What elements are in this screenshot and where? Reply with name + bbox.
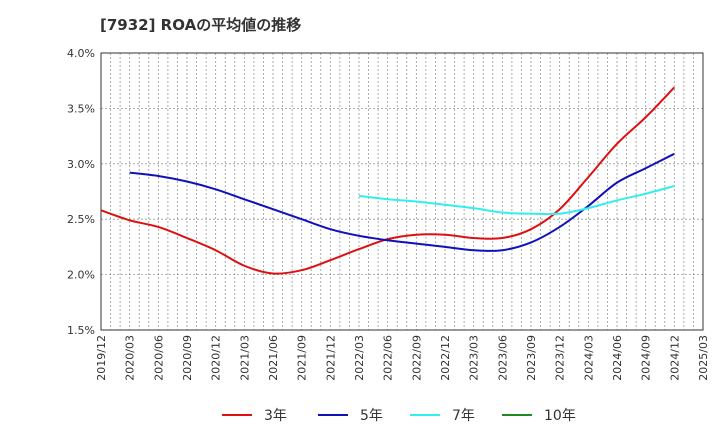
x-tick-label: 2019/12 <box>95 335 108 381</box>
y-tick-label: 2.5% <box>67 213 95 226</box>
x-tick-label: 2022/12 <box>439 335 452 381</box>
x-tick-label: 2022/09 <box>410 335 423 381</box>
x-tick-label: 2023/03 <box>468 335 481 381</box>
x-tick-label: 2020/09 <box>181 335 194 381</box>
x-tick-label: 2021/09 <box>296 335 309 381</box>
x-tick-label: 2023/09 <box>525 335 538 381</box>
x-tick-label: 2024/03 <box>582 335 595 381</box>
x-tick-label: 2021/03 <box>238 335 251 381</box>
x-tick-label: 2024/06 <box>611 335 624 381</box>
legend: 3年 5年 7年 10年 <box>222 408 576 424</box>
series-line-3 <box>358 184 675 216</box>
x-tick-label: 2022/03 <box>353 335 366 381</box>
series-line-1 <box>100 86 676 275</box>
x-tick-label: 2021/12 <box>324 335 337 381</box>
y-tick-label: 4.0% <box>67 47 95 60</box>
y-tick-label: 3.0% <box>67 158 95 171</box>
x-tick-label: 2024/12 <box>668 335 681 381</box>
legend-label: 10年 <box>544 408 576 424</box>
y-tick-label: 2.0% <box>67 269 95 282</box>
plot-border <box>100 52 704 331</box>
x-tick-label: 2020/03 <box>124 335 137 381</box>
plot-area <box>101 53 703 330</box>
x-tick-label: 2020/06 <box>152 335 165 381</box>
grid <box>101 52 703 331</box>
x-tick-label: 2025/03 <box>697 335 710 381</box>
y-tick-label: 3.5% <box>67 102 95 115</box>
legend-label: 3年 <box>264 408 287 424</box>
x-tick-label: 2024/09 <box>640 335 653 381</box>
x-tick-label: 2023/06 <box>496 335 509 381</box>
x-tick-label: 2023/12 <box>554 335 567 381</box>
legend-label: 7年 <box>452 408 475 424</box>
legend-label: 5年 <box>360 408 383 424</box>
x-tick-label: 2022/06 <box>382 335 395 381</box>
x-tick-label: 2021/06 <box>267 335 280 381</box>
axes: 1.5% 2.0% 2.5% 3.0% 3.5% 4.0% 2019/12 2020/03 20… <box>67 47 710 381</box>
series-lines <box>100 86 676 275</box>
x-tick-label: 2020/12 <box>210 335 223 381</box>
chart-title: [7932] ROAの平均値の推移 <box>100 16 302 34</box>
y-tick-label: 1.5% <box>67 324 95 337</box>
